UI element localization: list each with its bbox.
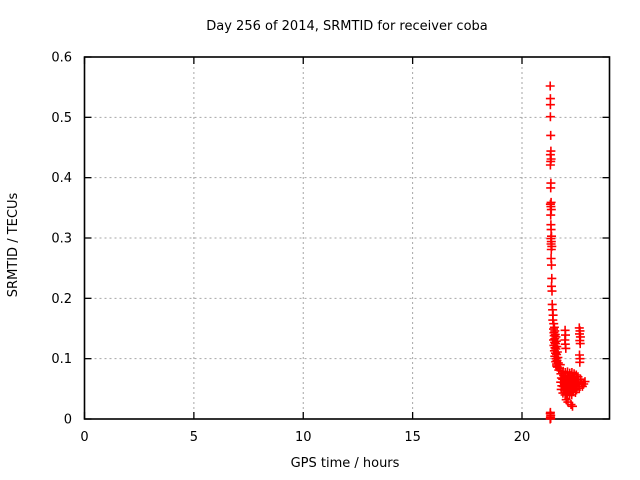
chart-title: Day 256 of 2014, SRMTID for receiver cob… [206, 19, 488, 34]
y-tick-label: 0.5 [51, 111, 72, 126]
x-tick-label: 20 [514, 430, 531, 445]
y-tick-label: 0.2 [51, 292, 72, 307]
tick-labels: 0 5 10 15 20 0 0.1 0.2 0.3 0.4 0.5 0.6 [51, 51, 530, 446]
y-axis-label: SRMTID / TECUs [6, 193, 21, 298]
x-axis-label: GPS time / hours [291, 456, 400, 471]
data-points [545, 81, 590, 424]
x-tick-label: 0 [80, 430, 88, 445]
data-points-layer [545, 81, 590, 424]
y-tick-label: 0.1 [51, 352, 72, 367]
x-tick-label: 15 [404, 430, 421, 445]
y-tick-label: 0 [64, 413, 72, 428]
y-tick-label: 0.4 [51, 171, 72, 186]
plot-border [83, 56, 611, 420]
x-tick-label: 10 [295, 430, 312, 445]
y-tick-label: 0.6 [51, 51, 72, 66]
x-tick-label: 5 [190, 430, 198, 445]
y-tick-label: 0.3 [51, 232, 72, 247]
grid-lines [84, 57, 610, 419]
